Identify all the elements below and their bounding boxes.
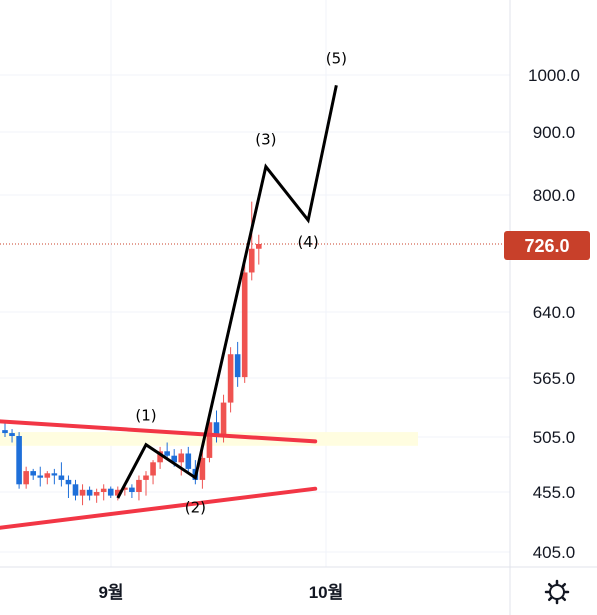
candle[interactable] — [234, 341, 241, 387]
price-tick-label: 505.0 — [533, 428, 576, 447]
candle[interactable] — [86, 486, 93, 501]
wave-labels: (1) (2) (3) (4) (5) — [135, 50, 347, 517]
candle-body — [79, 489, 86, 496]
candle[interactable] — [37, 466, 44, 487]
candle[interactable] — [256, 234, 262, 265]
candle[interactable] — [185, 446, 192, 474]
candle[interactable] — [143, 471, 149, 496]
candles[interactable] — [2, 201, 262, 506]
candle[interactable] — [65, 475, 72, 499]
candle-body — [164, 451, 170, 456]
candle-body — [122, 487, 128, 490]
candle-body — [227, 354, 234, 403]
candle-body — [2, 430, 8, 434]
candle-body — [234, 354, 241, 378]
candle[interactable] — [199, 451, 206, 489]
candle-body — [248, 248, 255, 273]
candle-body — [86, 489, 93, 496]
candle-body — [44, 473, 51, 478]
trendline-upper-resistance[interactable] — [0, 419, 318, 444]
candle-body — [241, 272, 248, 378]
candle-body — [157, 451, 163, 463]
candle[interactable] — [30, 468, 36, 480]
current-price-tag: 726.0 — [504, 231, 590, 260]
trendlines[interactable] — [0, 419, 318, 530]
candle[interactable] — [16, 432, 22, 489]
candle[interactable] — [241, 264, 248, 383]
price-tick-label: 405.0 — [533, 543, 576, 562]
candle[interactable] — [9, 429, 15, 443]
candle-body — [37, 475, 44, 478]
wave-label: (4) — [298, 233, 319, 251]
elliott-wave-path[interactable] — [116, 84, 338, 499]
trendline-lower-support[interactable] — [0, 486, 318, 530]
price-tick-label: 455.0 — [533, 483, 576, 502]
candle[interactable] — [150, 460, 156, 485]
candle[interactable] — [213, 410, 220, 443]
candle[interactable] — [51, 468, 58, 485]
candle-body — [9, 433, 15, 437]
gear-icon[interactable] — [544, 579, 570, 605]
price-tick-label: 1000.0 — [528, 66, 580, 85]
time-axis[interactable]: 9월 10월 — [98, 583, 343, 602]
candle-body — [206, 422, 213, 458]
candle-body — [220, 402, 227, 437]
current-price-label: 726.0 — [524, 236, 569, 256]
candle[interactable] — [93, 488, 100, 503]
candle[interactable] — [44, 471, 51, 485]
price-axis[interactable]: 1000.0 900.0 800.0 640.0 565.0 505.0 455.0 405.… — [528, 66, 580, 562]
wave-label: (1) — [135, 406, 156, 424]
price-tick-label: 640.0 — [533, 303, 576, 322]
candle[interactable] — [248, 201, 255, 281]
candle-body — [178, 453, 185, 463]
candle[interactable] — [227, 347, 234, 413]
candle[interactable] — [206, 414, 213, 463]
candle-body — [107, 488, 114, 496]
candle-body — [58, 475, 65, 480]
candle[interactable] — [72, 479, 79, 501]
candle[interactable] — [129, 484, 135, 498]
candle-body — [150, 462, 156, 476]
candle[interactable] — [115, 486, 121, 501]
wave-label: (5) — [326, 50, 347, 68]
candle[interactable] — [136, 475, 142, 501]
wave-label: (2) — [185, 498, 206, 516]
candle-body — [115, 489, 121, 496]
wave-label: (3) — [255, 131, 276, 149]
candle-body — [16, 436, 22, 485]
candle[interactable] — [107, 486, 114, 499]
candle[interactable] — [178, 449, 185, 476]
candle-body — [51, 473, 58, 476]
candle[interactable] — [79, 484, 86, 506]
candle-body — [143, 475, 149, 480]
candle-body — [256, 244, 262, 249]
time-tick-label: 9월 — [98, 583, 123, 602]
candle-body — [136, 479, 142, 492]
candle-body — [199, 457, 206, 480]
candle-body — [65, 479, 72, 485]
candle[interactable] — [157, 446, 163, 469]
price-tick-label: 565.0 — [533, 369, 576, 388]
candle-body — [72, 484, 79, 496]
price-tick-label: 900.0 — [533, 123, 576, 142]
candle[interactable] — [58, 462, 65, 487]
current-price-badge — [504, 231, 590, 260]
candle-body — [93, 492, 100, 496]
time-tick-label: 10월 — [309, 583, 344, 602]
candle-body — [129, 487, 135, 492]
candle-body — [213, 422, 220, 437]
candle-body — [171, 455, 177, 463]
candle[interactable] — [2, 422, 8, 437]
price-tick-label: 800.0 — [533, 186, 576, 205]
candle-body — [100, 488, 107, 492]
candle[interactable] — [23, 466, 29, 489]
candle-body — [23, 471, 29, 485]
candle[interactable] — [100, 484, 107, 501]
candle-body — [30, 471, 36, 476]
candle-body — [185, 453, 192, 469]
